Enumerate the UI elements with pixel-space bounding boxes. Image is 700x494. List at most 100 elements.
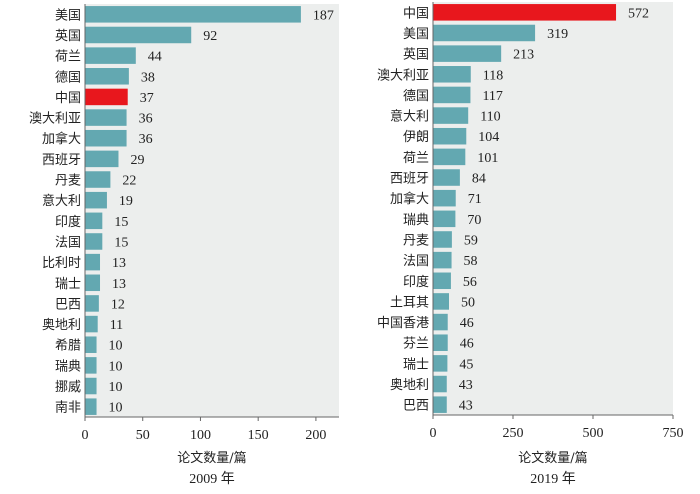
- data-label: 22: [122, 174, 136, 189]
- data-label: 38: [141, 70, 155, 85]
- category-label: 英国: [403, 48, 429, 63]
- category-label: 法国: [403, 254, 429, 269]
- bar-印度: [433, 272, 451, 290]
- data-label: 50: [461, 295, 475, 310]
- bar-印度: [85, 212, 103, 230]
- data-label: 43: [459, 399, 473, 414]
- category-label: 奥地利: [390, 378, 429, 393]
- data-label: 46: [460, 337, 474, 352]
- bar-法国: [85, 233, 103, 250]
- bar-伊朗: [433, 127, 467, 145]
- data-label: 572: [628, 6, 649, 21]
- category-label: 意大利: [390, 109, 429, 125]
- data-label: 15: [114, 215, 128, 230]
- bar-加拿大: [85, 129, 127, 147]
- chart-title: 2019 年: [530, 471, 576, 487]
- data-label: 29: [130, 153, 144, 168]
- x-tick-label: 750: [663, 426, 684, 441]
- bar-中国: [85, 88, 128, 106]
- category-label: 芬兰: [403, 337, 429, 352]
- category-label: 印度: [403, 274, 429, 290]
- data-label: 319: [547, 27, 568, 42]
- bar-巴西: [85, 295, 99, 312]
- x-tick-label: 0: [82, 428, 89, 443]
- bar-英国: [85, 26, 192, 44]
- bar-瑞典: [433, 210, 456, 228]
- category-label: 荷兰: [403, 151, 429, 166]
- data-label: 46: [460, 316, 474, 331]
- bar-比利时: [85, 253, 101, 271]
- bar-澳大利亚: [85, 109, 127, 126]
- bar-美国: [85, 6, 301, 23]
- chart-1: 中国 572 美国 319 英国 213 澳大利亚 118 德国 117 意大利 110 伊朗 104 荷兰…: [377, 2, 684, 487]
- bar-丹麦: [85, 171, 111, 188]
- category-label: 德国: [403, 89, 429, 104]
- data-label: 19: [119, 194, 133, 209]
- data-label: 101: [477, 151, 498, 166]
- category-label: 德国: [55, 70, 81, 85]
- x-tick-label: 50: [136, 428, 150, 443]
- bar-奥地利: [433, 375, 447, 393]
- category-label: 丹麦: [55, 174, 81, 189]
- category-label: 伊朗: [403, 130, 429, 145]
- data-label: 36: [139, 112, 153, 127]
- data-label: 84: [472, 172, 486, 187]
- bar-芬兰: [433, 334, 448, 351]
- data-label: 45: [459, 357, 473, 372]
- data-label: 11: [110, 318, 123, 333]
- data-label: 10: [109, 401, 123, 416]
- category-label: 瑞士: [55, 277, 81, 292]
- data-label: 118: [483, 68, 503, 83]
- category-label: 意大利: [42, 193, 81, 209]
- category-label: 美国: [403, 27, 429, 42]
- category-label: 巴西: [403, 399, 429, 414]
- category-label: 希腊: [55, 339, 81, 354]
- x-axis-label: 论文数量/篇: [177, 451, 246, 466]
- bar-丹麦: [433, 231, 452, 248]
- bar-挪威: [85, 377, 97, 395]
- category-label: 中国香港: [377, 316, 429, 331]
- x-tick-label: 250: [503, 426, 524, 441]
- category-label: 土耳其: [390, 295, 429, 310]
- data-label: 58: [464, 254, 478, 269]
- bar-巴西: [433, 396, 447, 413]
- data-label: 36: [139, 132, 153, 147]
- category-label: 澳大利亚: [29, 111, 81, 127]
- category-label: 法国: [55, 235, 81, 250]
- data-label: 10: [109, 380, 123, 395]
- data-label: 187: [313, 8, 334, 23]
- category-label: 中国: [55, 91, 81, 106]
- category-label: 瑞典: [403, 213, 429, 228]
- category-label: 比利时: [42, 256, 81, 271]
- plot-background: [85, 4, 339, 417]
- bar-荷兰: [433, 148, 466, 166]
- category-label: 荷兰: [55, 50, 81, 65]
- data-label: 44: [148, 50, 162, 65]
- data-label: 70: [467, 213, 481, 228]
- bar-瑞士: [85, 274, 101, 292]
- category-label: 南非: [55, 400, 81, 416]
- bar-荷兰: [85, 47, 136, 64]
- category-label: 中国: [403, 6, 429, 21]
- x-tick-label: 150: [248, 428, 269, 443]
- category-label: 英国: [55, 29, 81, 44]
- category-label: 瑞士: [403, 357, 429, 372]
- data-label: 213: [513, 48, 534, 63]
- data-label: 104: [478, 130, 499, 145]
- data-label: 13: [112, 256, 126, 271]
- chart-title: 2009 年: [189, 471, 235, 487]
- x-tick-label: 500: [583, 426, 604, 441]
- category-label: 奥地利: [42, 318, 81, 333]
- category-label: 加拿大: [42, 131, 81, 147]
- bar-南非: [85, 398, 97, 415]
- bar-瑞士: [433, 355, 448, 372]
- x-tick-label: 0: [430, 426, 437, 441]
- data-label: 92: [203, 29, 217, 44]
- category-label: 瑞典: [55, 359, 81, 374]
- bar-法国: [433, 251, 452, 269]
- data-label: 110: [480, 110, 500, 125]
- category-label: 澳大利亚: [377, 67, 429, 83]
- category-label: 巴西: [55, 297, 81, 312]
- bar-英国: [433, 45, 502, 62]
- bar-中国: [433, 4, 617, 21]
